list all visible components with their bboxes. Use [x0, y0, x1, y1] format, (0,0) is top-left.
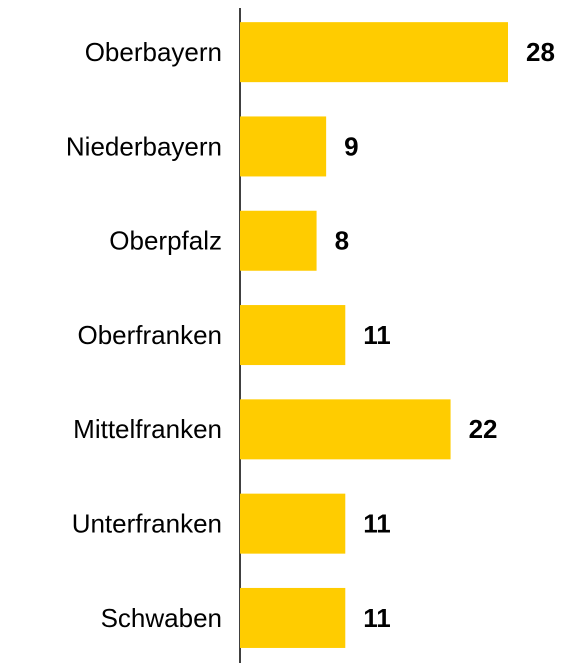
value-label: 22: [469, 414, 498, 444]
category-label: Oberpfalz: [109, 226, 222, 256]
value-label: 11: [363, 320, 391, 350]
category-label: Schwaben: [101, 603, 222, 633]
value-label: 28: [526, 37, 555, 67]
value-label: 8: [335, 226, 349, 256]
category-label: Niederbayern: [66, 131, 222, 161]
category-label: Oberfranken: [77, 320, 222, 350]
bar: [240, 22, 508, 83]
bar: [240, 305, 346, 366]
bar: [240, 399, 451, 460]
bar: [240, 587, 346, 648]
category-label: Unterfranken: [72, 509, 222, 539]
bar: [240, 493, 346, 554]
value-label: 11: [363, 603, 391, 633]
category-label: Oberbayern: [85, 37, 222, 67]
value-label: 9: [344, 131, 358, 161]
bar: [240, 116, 327, 177]
value-label: 11: [363, 509, 391, 539]
bar: [240, 210, 317, 271]
category-label: Mittelfranken: [73, 414, 222, 444]
